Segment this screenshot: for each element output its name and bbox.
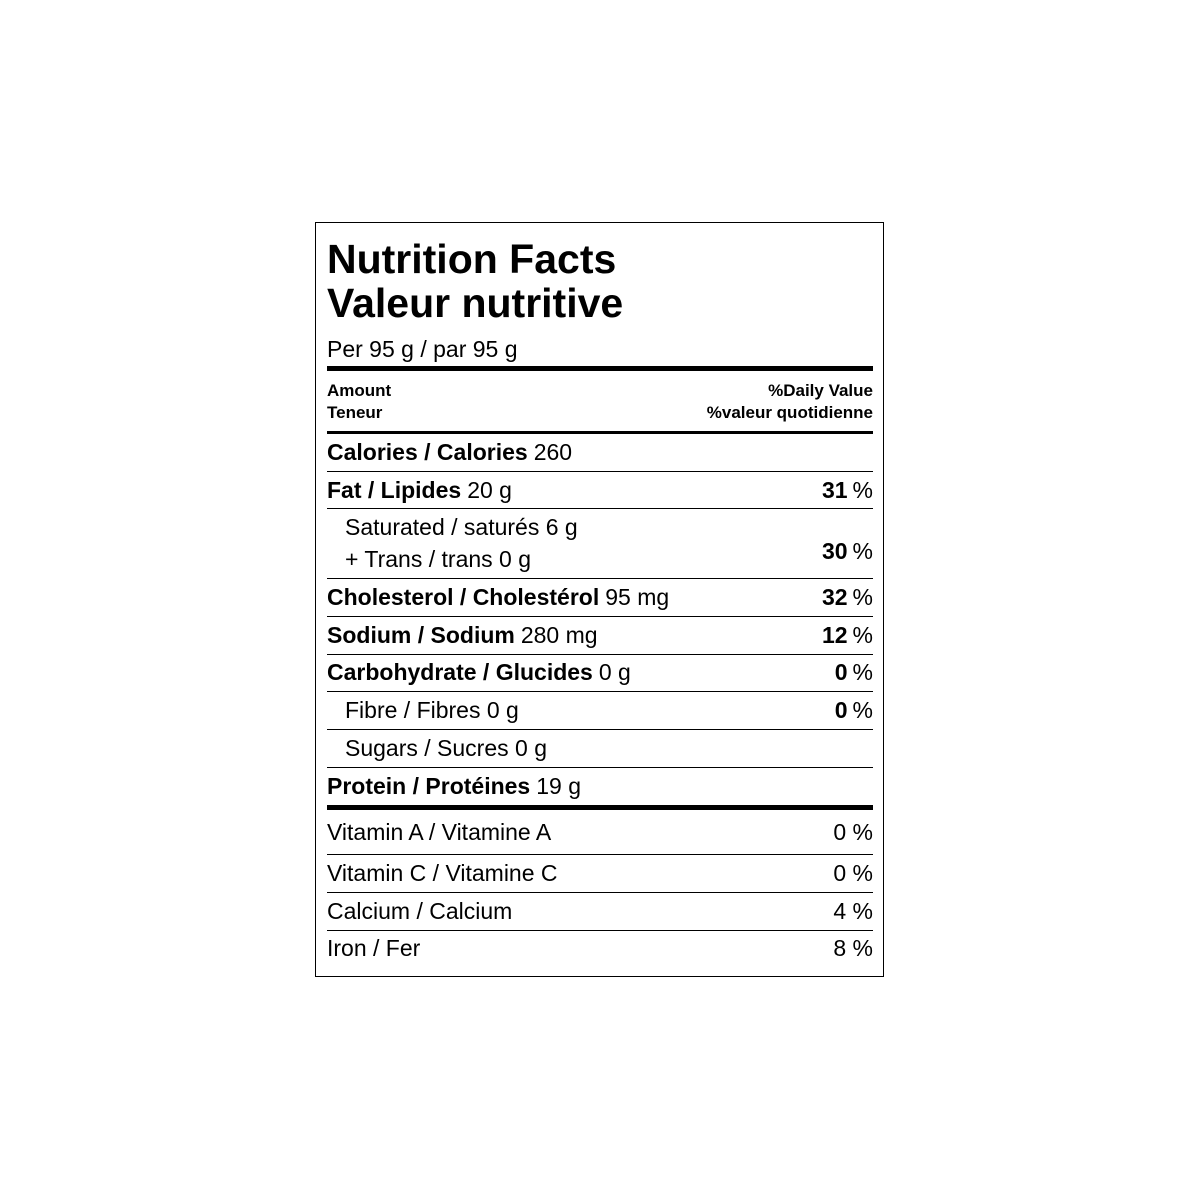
amount-header: Teneur — [327, 403, 383, 422]
daily-value: 0% — [835, 697, 873, 723]
dv-unit: % — [853, 584, 873, 610]
nutrient-amount: 19 g — [536, 773, 581, 799]
thick-rule — [327, 366, 873, 371]
dv-header: %valeur quotidienne — [707, 403, 873, 422]
vitamin-dv: 0 % — [833, 860, 873, 886]
rule — [327, 578, 873, 579]
rule — [327, 767, 873, 768]
sub-nutrient: Saturated / saturés 6 g — [345, 514, 578, 540]
nutrient-line: Sodium / Sodium 280 mg — [327, 622, 598, 648]
nutrient-name: Fat / Lipides — [327, 477, 461, 503]
daily-value: 12% — [822, 622, 873, 648]
dv-number: 0 — [835, 659, 848, 685]
daily-value: 31% — [822, 477, 873, 503]
dv-number: 12 — [822, 622, 848, 648]
vitamin-dv: 8 % — [833, 935, 873, 961]
dv-unit: % — [853, 622, 873, 648]
vitamin-name: Vitamin A / Vitamine A — [327, 819, 552, 845]
nutrient-amount: 20 g — [467, 477, 512, 503]
rule — [327, 508, 873, 509]
dv-unit: % — [853, 697, 873, 723]
dv-unit: % — [853, 659, 873, 685]
nutrient-name: Protein / Protéines — [327, 773, 530, 799]
nutrient-name: Calories / Calories — [327, 439, 528, 465]
dv-number: 30 — [822, 538, 848, 564]
rule — [327, 471, 873, 472]
nutrient-name: Sodium / Sodium — [327, 622, 515, 648]
daily-value: 0% — [835, 659, 873, 685]
nutrient-line: Carbohydrate / Glucides 0 g — [327, 659, 631, 685]
nutrient-name: Cholesterol / Cholestérol — [327, 584, 599, 610]
vitamin-dv: 4 % — [833, 898, 873, 924]
nutrient-name: Carbohydrate / Glucides — [327, 659, 593, 685]
nutrient-amount: 280 mg — [521, 622, 598, 648]
nutrient-line: Cholesterol / Cholestérol 95 mg — [327, 584, 669, 610]
daily-value: 30% — [822, 538, 873, 564]
rule — [327, 729, 873, 730]
nutrient-rows: Calories / Calories 260 Fat / Lipides 20 g 3… — [327, 439, 873, 961]
title-en: Nutrition Facts — [327, 236, 616, 282]
nutrient-line: Calories / Calories 260 — [327, 439, 572, 465]
dv-number: 0 — [835, 697, 848, 723]
rule — [327, 892, 873, 893]
rule — [327, 930, 873, 931]
dv-number: 32 — [822, 584, 848, 610]
nutrient-line: Fat / Lipides 20 g — [327, 477, 512, 503]
thick-rule — [327, 805, 873, 810]
sub-nutrient: + Trans / trans 0 g — [345, 546, 531, 572]
rule — [327, 854, 873, 855]
rule — [327, 431, 873, 434]
rule — [327, 691, 873, 692]
dv-unit: % — [853, 538, 873, 564]
title-fr: Valeur nutritive — [327, 280, 623, 326]
serving: Per 95 g / par 95 g — [327, 336, 518, 362]
dv-number: 31 — [822, 477, 848, 503]
sub-nutrient: Fibre / Fibres 0 g — [345, 697, 519, 723]
amount-header: Amount — [327, 381, 392, 400]
nutrient-line: Protein / Protéines 19 g — [327, 773, 581, 799]
dv-header: %Daily Value — [768, 381, 873, 400]
vitamin-dv: 0 % — [833, 819, 873, 845]
vitamin-name: Iron / Fer — [327, 935, 421, 961]
sub-nutrient: Sugars / Sucres 0 g — [345, 735, 547, 761]
vitamin-name: Calcium / Calcium — [327, 898, 512, 924]
daily-value: 32% — [822, 584, 873, 610]
label-border — [315, 222, 884, 977]
dv-unit: % — [853, 477, 873, 503]
nutrient-amount: 0 g — [599, 659, 631, 685]
rule — [327, 654, 873, 655]
vitamin-name: Vitamin C / Vitamine C — [327, 860, 558, 886]
rule — [327, 616, 873, 617]
nutrient-amount: 95 mg — [605, 584, 669, 610]
nutrient-amount: 260 — [534, 439, 572, 465]
